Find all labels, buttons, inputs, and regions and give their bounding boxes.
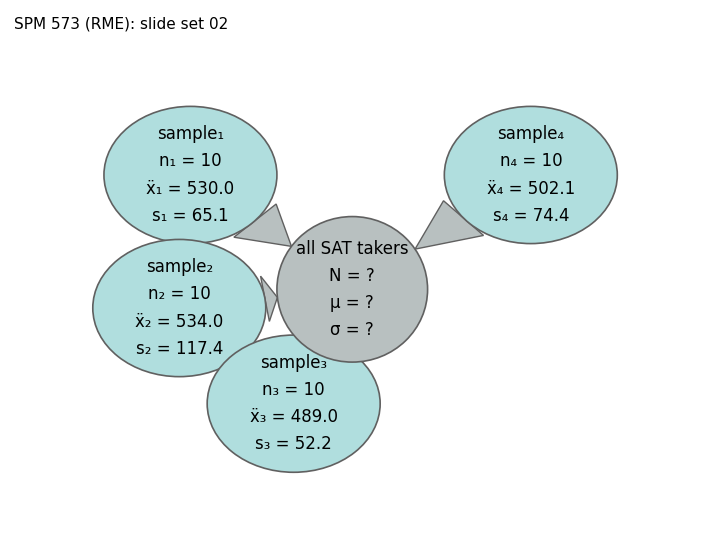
Polygon shape: [261, 276, 277, 321]
Ellipse shape: [207, 335, 380, 472]
Text: sample₂
n₂ = 10
ẍ₂ = 534.0
s₂ = 117.4: sample₂ n₂ = 10 ẍ₂ = 534.0 s₂ = 117.4: [135, 259, 223, 357]
Text: all SAT takers
N = ?
μ = ?
σ = ?: all SAT takers N = ? μ = ? σ = ?: [296, 240, 408, 339]
Ellipse shape: [277, 217, 428, 362]
Text: sample₄
n₄ = 10
ẍ₄ = 502.1
s₄ = 74.4: sample₄ n₄ = 10 ẍ₄ = 502.1 s₄ = 74.4: [487, 125, 575, 225]
Ellipse shape: [104, 106, 277, 244]
Text: SPM 573 (RME): slide set 02: SPM 573 (RME): slide set 02: [14, 16, 229, 31]
Polygon shape: [234, 204, 292, 246]
Text: sample₃
n₃ = 10
ẍ₃ = 489.0
s₃ = 52.2: sample₃ n₃ = 10 ẍ₃ = 489.0 s₃ = 52.2: [250, 354, 338, 453]
Polygon shape: [415, 201, 484, 249]
Ellipse shape: [444, 106, 617, 244]
Polygon shape: [297, 332, 355, 355]
Text: sample₁
n₁ = 10
ẍ₁ = 530.0
s₁ = 65.1: sample₁ n₁ = 10 ẍ₁ = 530.0 s₁ = 65.1: [146, 125, 235, 225]
Ellipse shape: [93, 239, 266, 377]
